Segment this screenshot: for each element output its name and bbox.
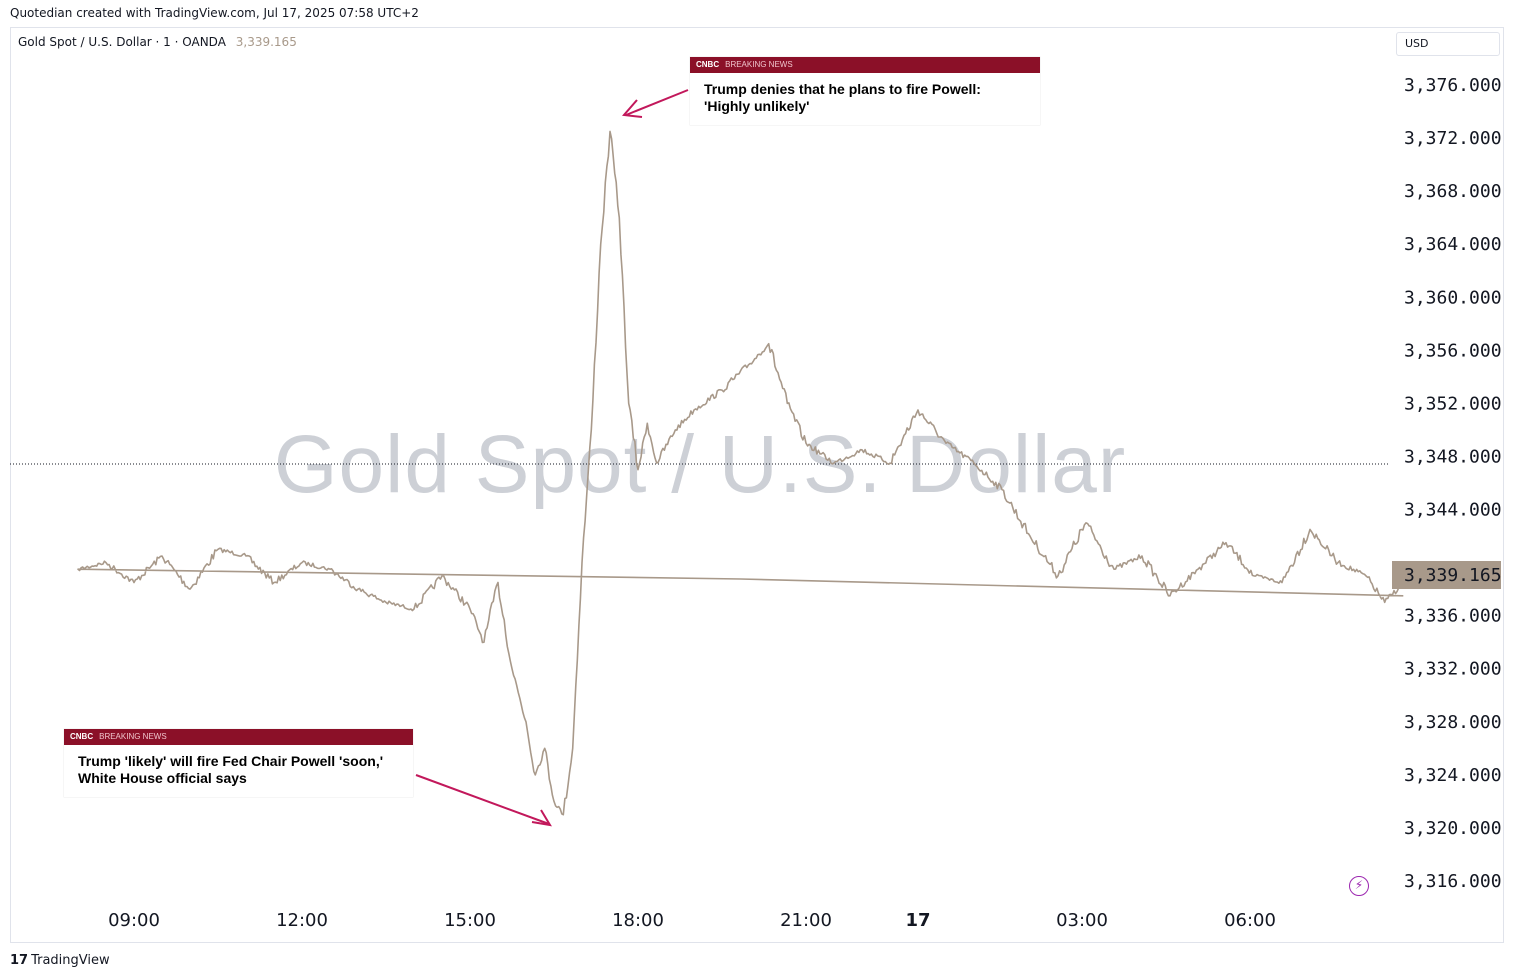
last-price-value: 3,339.165: [1404, 565, 1502, 586]
y-tick-label: 3,372.000: [1404, 128, 1502, 149]
tradingview-footer[interactable]: 17 TradingView: [10, 953, 110, 968]
news-card-bottom[interactable]: CNBC BREAKING NEWS Trump 'likely' will fi…: [64, 729, 413, 797]
y-tick-label: 3,364.000: [1404, 234, 1502, 255]
y-tick-label: 3,316.000: [1404, 871, 1502, 892]
y-tick-label: 3,324.000: [1404, 765, 1502, 786]
symbol-name: Gold Spot / U.S. Dollar · 1 · OANDA: [18, 35, 226, 49]
x-axis[interactable]: 09:00 12:00 15:00 18:00 21:00 17 03:00 06:00: [108, 910, 1276, 931]
x-tick-label: 09:00: [108, 910, 160, 931]
last-price-label: 3,339.165: [1392, 561, 1502, 589]
y-tick-label: 3,368.000: [1404, 181, 1502, 202]
arrow-annotation-bottom: [415, 774, 552, 827]
y-tick-label: 3,356.000: [1404, 340, 1502, 361]
y-tick-label: 3,360.000: [1404, 287, 1502, 308]
x-tick-label: 03:00: [1056, 910, 1108, 931]
y-tick-label: 3,336.000: [1404, 606, 1502, 627]
news-card-top-headline: Trump denies that he plans to fire Powel…: [704, 81, 981, 114]
arrow-annotation-top: [621, 89, 689, 118]
cnbc-logo-icon: CNBC: [70, 732, 94, 741]
news-card-top[interactable]: CNBC BREAKING NEWS Trump denies that he p…: [690, 57, 1040, 125]
chart-frame: [10, 27, 1504, 943]
news-card-bottom-header: CNBC BREAKING NEWS: [64, 729, 413, 745]
x-tick-label: 06:00: [1224, 910, 1276, 931]
symbol-legend[interactable]: Gold Spot / U.S. Dollar · 1 · OANDA 3,33…: [18, 35, 297, 49]
news-card-bottom-headline: Trump 'likely' will fire Fed Chair Powel…: [78, 753, 384, 786]
y-axis[interactable]: 3,376.000 3,372.000 3,368.000 3,364.000 3,36…: [1404, 75, 1502, 892]
news-card-top-header: CNBC BREAKING NEWS: [690, 57, 1040, 73]
y-tick-label: 3,328.000: [1404, 712, 1502, 733]
x-tick-label: 21:00: [780, 910, 832, 931]
breaking-news-tag: BREAKING NEWS: [99, 732, 167, 741]
tradingview-brand: TradingView: [31, 953, 110, 968]
y-tick-label: 3,344.000: [1404, 500, 1502, 521]
chart-credit: Quotedian created with TradingView.com, …: [10, 6, 419, 20]
y-tick-label: 3,320.000: [1404, 818, 1502, 839]
currency-selector[interactable]: USD: [1396, 32, 1500, 56]
symbol-price: 3,339.165: [235, 35, 297, 49]
x-tick-label: 18:00: [612, 910, 664, 931]
lightning-bolt-icon[interactable]: ⚡: [1349, 876, 1369, 896]
x-tick-label: 12:00: [276, 910, 328, 931]
y-tick-label: 3,352.000: [1404, 393, 1502, 414]
x-tick-label: 15:00: [444, 910, 496, 931]
y-tick-label: 3,332.000: [1404, 659, 1502, 680]
cnbc-logo-icon: CNBC: [696, 60, 720, 69]
price-line: [77, 130, 1421, 816]
tradingview-logo-icon: 17: [10, 953, 29, 968]
breaking-news-tag: BREAKING NEWS: [725, 60, 793, 69]
y-tick-label: 3,376.000: [1404, 75, 1502, 96]
y-tick-label: 3,348.000: [1404, 446, 1502, 467]
x-tick-label: 17: [905, 910, 930, 931]
